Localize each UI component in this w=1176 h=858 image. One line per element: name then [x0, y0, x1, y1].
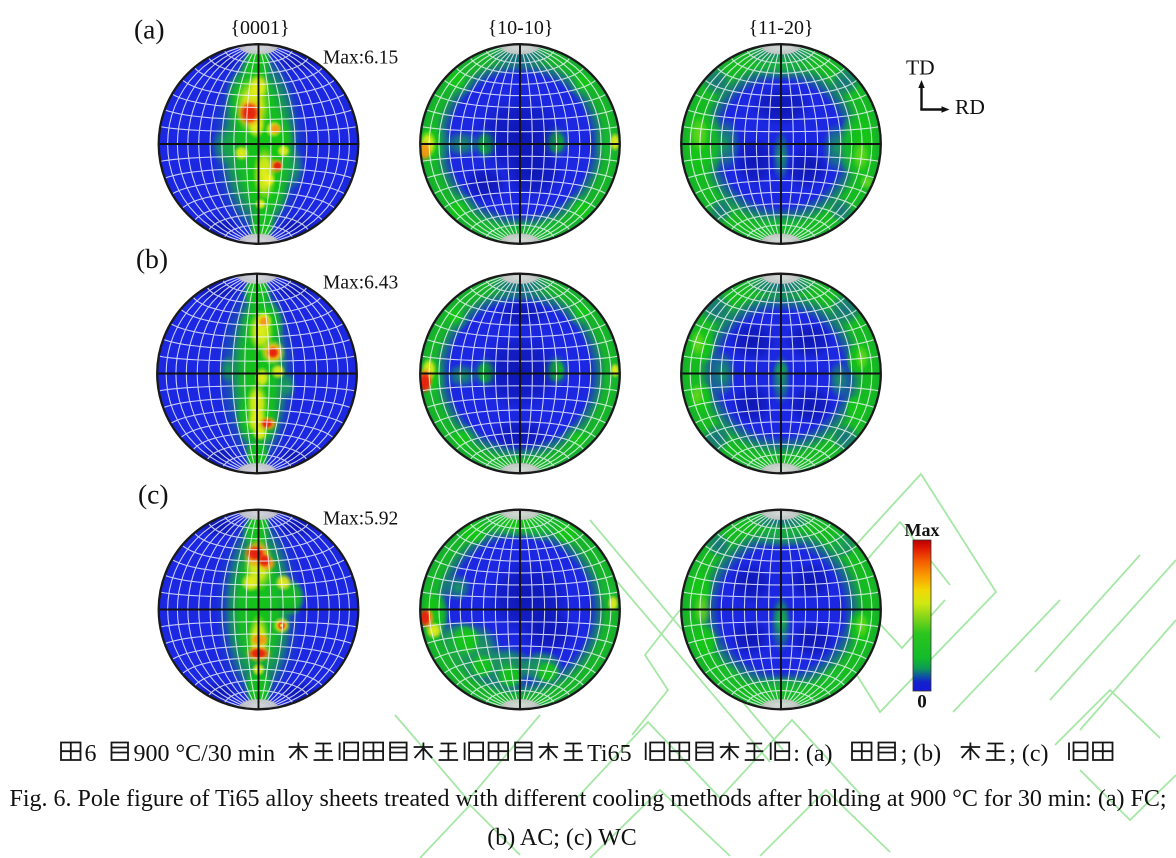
svg-text:Ti65: Ti65	[587, 741, 631, 767]
svg-text:: (a): : (a)	[793, 741, 832, 767]
svg-text:900 °C/30 min: 900 °C/30 min	[134, 741, 276, 767]
svg-text:(b): (b)	[136, 243, 168, 274]
svg-text:Max:6.15: Max:6.15	[323, 48, 398, 69]
svg-text:; (c): ; (c)	[1009, 741, 1048, 767]
svg-text:Fig. 6. Pole figure of Ti65 al: Fig. 6. Pole figure of Ti65 alloy sheets…	[10, 786, 1167, 812]
svg-text:{0001}: {0001}	[230, 17, 289, 39]
svg-text:; (b): ; (b)	[901, 741, 942, 767]
svg-text:(c): (c)	[138, 479, 169, 510]
svg-text:6: 6	[85, 741, 97, 767]
svg-text:RD: RD	[955, 95, 985, 119]
svg-text:Max:6.43: Max:6.43	[323, 273, 398, 294]
svg-text:TD: TD	[906, 56, 935, 80]
svg-text:0: 0	[917, 692, 927, 713]
svg-text:Max: Max	[905, 520, 940, 540]
svg-text:(a): (a)	[134, 14, 165, 45]
svg-text:(b) AC; (c) WC: (b) AC; (c) WC	[487, 825, 637, 851]
svg-text:{11-20}: {11-20}	[748, 17, 813, 39]
svg-text:Max:5.92: Max:5.92	[323, 509, 398, 530]
svg-text:{10-10}: {10-10}	[488, 17, 554, 39]
